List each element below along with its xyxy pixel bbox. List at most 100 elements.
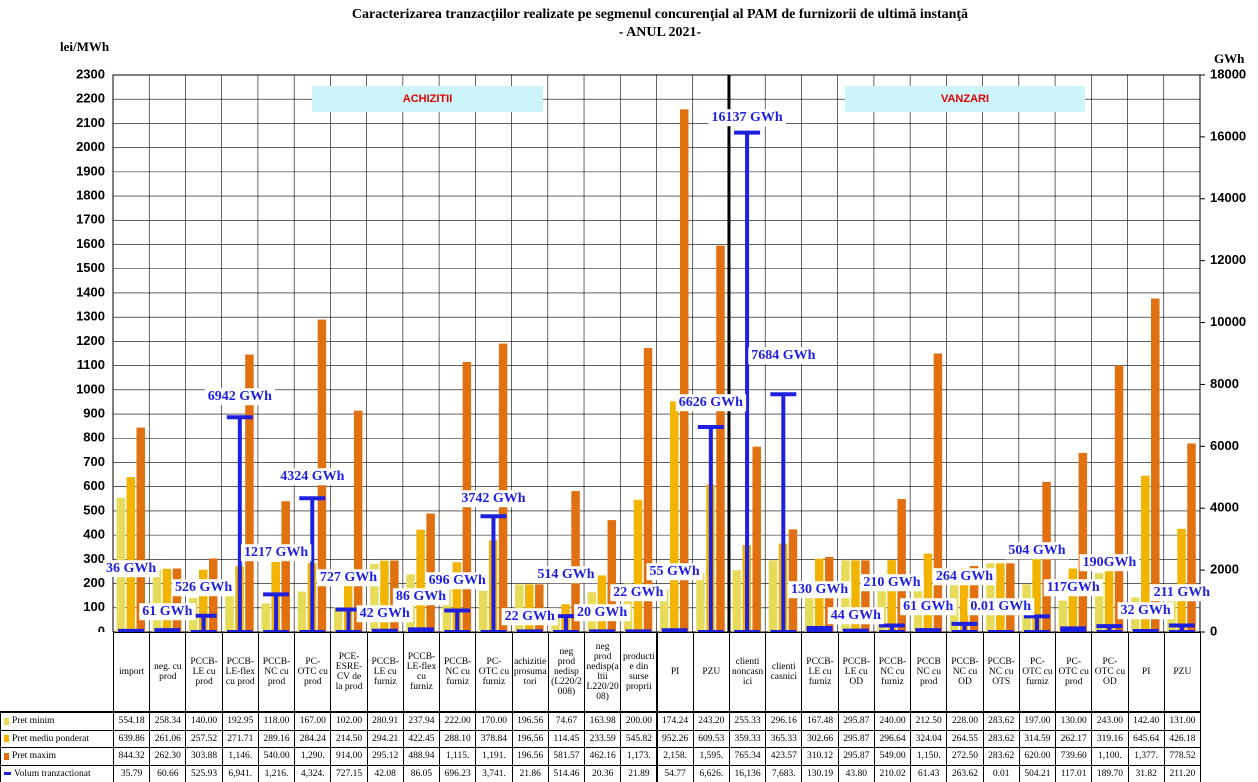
bar bbox=[1068, 568, 1078, 632]
table-value: 271.71 bbox=[221, 729, 259, 748]
bar bbox=[1114, 365, 1124, 632]
table-value: 295.87 bbox=[837, 747, 875, 766]
volume-label: 727 GWh bbox=[320, 570, 377, 585]
table-value: 117.01 bbox=[1055, 764, 1093, 782]
y-tick-label: 2200 bbox=[76, 91, 105, 106]
bar bbox=[959, 567, 969, 632]
volume-label-box bbox=[574, 604, 631, 622]
table-value: 365.33 bbox=[765, 729, 803, 748]
y-tick-label: 100 bbox=[83, 599, 105, 614]
volume-label: 20 GWh bbox=[577, 605, 627, 620]
category-label: PCCB NC cu prod bbox=[910, 632, 948, 712]
volume-label: 6626 GWh bbox=[679, 395, 743, 410]
table-value: 233.59 bbox=[584, 729, 622, 748]
volume-label-box bbox=[356, 605, 414, 623]
y2-tick-label: 2000 bbox=[1210, 562, 1239, 577]
table-value: 1,150. bbox=[910, 747, 948, 766]
category-label: PC-OTC cu prod bbox=[1055, 632, 1093, 712]
y2-tick-label: 4000 bbox=[1210, 500, 1239, 515]
y-tick-label: 700 bbox=[83, 454, 105, 469]
bar bbox=[136, 427, 145, 632]
table-value: 163.98 bbox=[584, 712, 622, 731]
table-value: 86.05 bbox=[402, 764, 441, 782]
bar bbox=[333, 607, 343, 632]
volume-label-box bbox=[748, 347, 819, 365]
volume-label: 3742 GWh bbox=[461, 491, 525, 506]
table-value: 696.23 bbox=[439, 764, 477, 782]
table-value: 264.55 bbox=[946, 729, 984, 748]
category-label: PI bbox=[656, 632, 694, 712]
bar bbox=[716, 245, 725, 632]
bar bbox=[680, 109, 689, 633]
bar bbox=[162, 568, 172, 632]
legend-key bbox=[4, 752, 9, 760]
table-value: 504.21 bbox=[1018, 764, 1057, 782]
legend-label: Volum tranzactionat bbox=[14, 768, 91, 779]
volume-label-box bbox=[610, 584, 667, 602]
bar bbox=[986, 563, 995, 632]
category-label: PCCB-LE cu prod bbox=[185, 632, 223, 712]
table-value: 54.77 bbox=[656, 764, 694, 782]
table-value: 114.45 bbox=[547, 729, 586, 748]
bar bbox=[1141, 475, 1150, 632]
volume-label: 55 GWh bbox=[650, 564, 700, 579]
table-value: 263.62 bbox=[946, 764, 984, 782]
category-label: PZU bbox=[1163, 632, 1201, 712]
table-value: 378.84 bbox=[475, 729, 513, 748]
legend-label: Pret maxim bbox=[12, 751, 57, 762]
table-value: 296.64 bbox=[873, 729, 912, 748]
y-tick-label: 600 bbox=[83, 478, 105, 493]
bar bbox=[571, 491, 580, 632]
y-tick-label: 1300 bbox=[76, 309, 105, 324]
table-value: 258.34 bbox=[149, 712, 187, 731]
table-value: 294.21 bbox=[366, 729, 404, 748]
table-value: 283.62 bbox=[982, 729, 1020, 748]
y-tick-label: 1500 bbox=[76, 260, 105, 275]
table-value: 60.66 bbox=[149, 764, 187, 782]
section-box bbox=[312, 86, 543, 112]
bar bbox=[897, 499, 906, 632]
category-label: PCCB-NC cu prod bbox=[257, 632, 296, 712]
bar bbox=[126, 477, 135, 632]
bar bbox=[732, 570, 741, 632]
bar bbox=[353, 410, 363, 632]
bar bbox=[670, 401, 679, 632]
table-value: 288.10 bbox=[439, 729, 477, 748]
table-value: 296.16 bbox=[765, 712, 803, 731]
category-label: PC-OTC cu furniz bbox=[1018, 632, 1057, 712]
category-label: PCCB-NC cu OTS bbox=[982, 632, 1020, 712]
category-label: clienti casnici bbox=[765, 632, 803, 712]
volume-label: 130 GWh bbox=[791, 582, 848, 597]
table-value: 1,191. bbox=[475, 747, 513, 766]
bar bbox=[768, 560, 778, 632]
bar bbox=[877, 573, 886, 632]
bar bbox=[225, 585, 234, 632]
bar bbox=[1187, 443, 1196, 632]
volume-label-box bbox=[139, 603, 196, 621]
bar bbox=[861, 560, 870, 632]
y-tick-label: 2300 bbox=[76, 66, 105, 81]
table-value: 540.00 bbox=[257, 747, 296, 766]
volume-label-box bbox=[646, 563, 703, 581]
table-value: 6,626. bbox=[692, 764, 730, 782]
table-value: 257.52 bbox=[185, 729, 223, 748]
table-value: 7,683. bbox=[765, 764, 803, 782]
table-value: 0.01 bbox=[982, 764, 1020, 782]
bar bbox=[788, 529, 798, 632]
category-label: import bbox=[113, 632, 151, 712]
volume-label: 42 GWh bbox=[360, 606, 410, 621]
table-value: 16,136 bbox=[728, 764, 767, 782]
volume-label: 264 GWh bbox=[936, 569, 993, 584]
volume-label: 22 GWh bbox=[613, 585, 663, 600]
volume-label: 86 GWh bbox=[396, 589, 446, 604]
table-value: 280.91 bbox=[366, 712, 404, 731]
table-value: 525.93 bbox=[185, 764, 223, 782]
table-value: 426.18 bbox=[1163, 729, 1201, 748]
table-value: 167.48 bbox=[801, 712, 839, 731]
table-value: 914.00 bbox=[330, 747, 368, 766]
bar bbox=[452, 562, 462, 632]
table-value: 2,158. bbox=[656, 747, 694, 766]
y2-tick-label: 12000 bbox=[1210, 252, 1246, 267]
